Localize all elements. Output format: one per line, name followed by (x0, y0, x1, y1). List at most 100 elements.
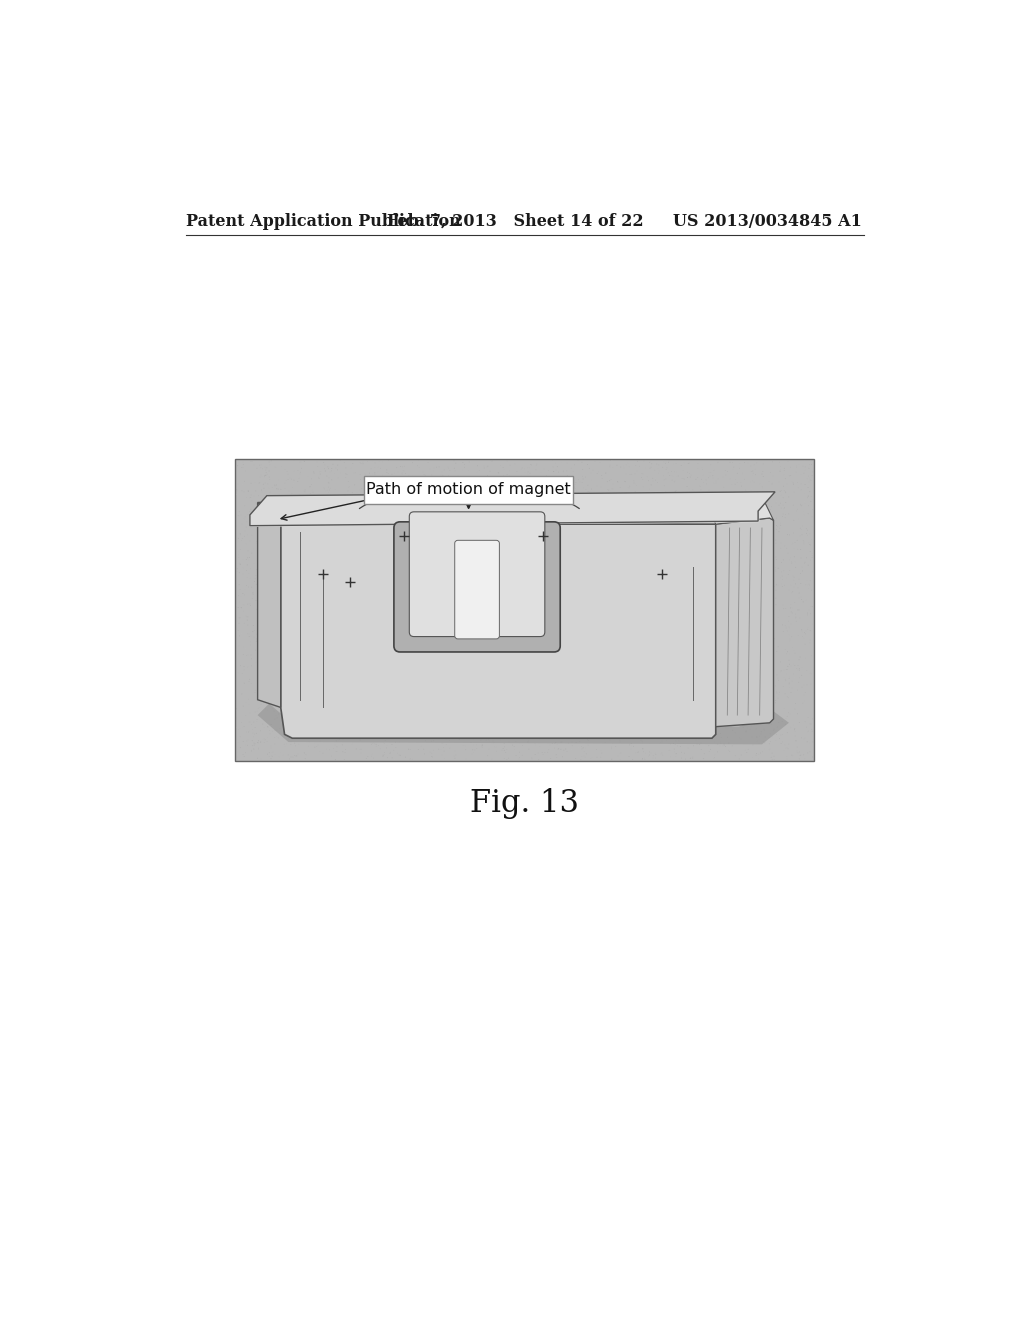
Point (249, 599, 265, 620)
Point (654, 566, 671, 587)
Point (333, 642, 349, 663)
Point (245, 722, 261, 743)
Point (398, 586, 415, 607)
Point (384, 622, 400, 643)
Point (579, 577, 595, 598)
Point (797, 622, 813, 643)
Point (269, 735, 286, 756)
Point (456, 698, 472, 719)
Point (802, 535, 818, 556)
Point (738, 702, 755, 723)
Point (292, 647, 308, 668)
Point (591, 698, 607, 719)
Point (463, 570, 479, 591)
Point (377, 500, 393, 521)
Point (686, 516, 702, 537)
Point (393, 576, 410, 597)
Point (643, 586, 659, 607)
Point (745, 661, 762, 682)
Point (279, 734, 295, 755)
Point (552, 690, 568, 711)
Point (349, 614, 366, 635)
Point (477, 634, 494, 655)
Point (365, 713, 381, 734)
Point (337, 622, 353, 643)
Point (391, 499, 408, 520)
Point (427, 701, 443, 722)
Point (338, 537, 354, 558)
Point (615, 537, 632, 558)
Point (513, 488, 529, 510)
Point (268, 721, 285, 742)
Point (233, 457, 250, 478)
Point (232, 524, 249, 545)
Point (288, 686, 304, 708)
Point (714, 591, 730, 612)
Point (623, 684, 639, 705)
Point (411, 585, 427, 606)
Point (577, 648, 593, 669)
Point (787, 557, 804, 578)
Point (281, 729, 297, 750)
Point (689, 714, 706, 735)
Point (726, 544, 742, 565)
Point (408, 554, 424, 576)
Point (472, 491, 488, 512)
Point (451, 688, 467, 709)
Point (556, 739, 572, 760)
Point (674, 640, 690, 661)
Point (574, 652, 591, 673)
Point (486, 618, 503, 639)
Point (585, 615, 601, 636)
Point (635, 568, 651, 589)
Point (650, 508, 667, 529)
Point (623, 543, 639, 564)
Point (474, 669, 490, 690)
Point (548, 605, 564, 626)
Point (380, 463, 396, 484)
Point (736, 586, 753, 607)
Point (237, 507, 253, 528)
Point (384, 677, 400, 698)
Point (715, 490, 731, 511)
Point (361, 597, 378, 618)
Polygon shape (258, 704, 788, 744)
Point (412, 536, 428, 557)
Point (719, 644, 735, 665)
Point (753, 581, 769, 602)
Point (664, 623, 680, 644)
Point (364, 536, 380, 557)
Point (523, 704, 540, 725)
Point (520, 739, 537, 760)
Point (586, 681, 602, 702)
Point (628, 474, 644, 495)
Point (593, 562, 609, 583)
Point (524, 704, 541, 725)
Point (574, 502, 591, 523)
Point (675, 459, 691, 480)
Point (788, 455, 805, 477)
Point (412, 516, 428, 537)
Point (313, 681, 330, 702)
Point (434, 744, 451, 766)
Point (622, 478, 638, 499)
Point (515, 642, 531, 663)
Point (459, 474, 475, 495)
Point (710, 742, 726, 763)
Point (460, 610, 476, 631)
Point (532, 725, 549, 746)
Point (303, 667, 319, 688)
Point (707, 647, 723, 668)
Point (295, 610, 311, 631)
Point (581, 552, 597, 573)
Point (580, 490, 596, 511)
Point (787, 462, 804, 483)
Point (427, 541, 443, 562)
Point (488, 628, 505, 649)
Point (328, 661, 344, 682)
Point (796, 504, 812, 525)
Point (497, 737, 513, 758)
Point (438, 675, 455, 696)
Point (574, 546, 591, 568)
Point (308, 504, 325, 525)
